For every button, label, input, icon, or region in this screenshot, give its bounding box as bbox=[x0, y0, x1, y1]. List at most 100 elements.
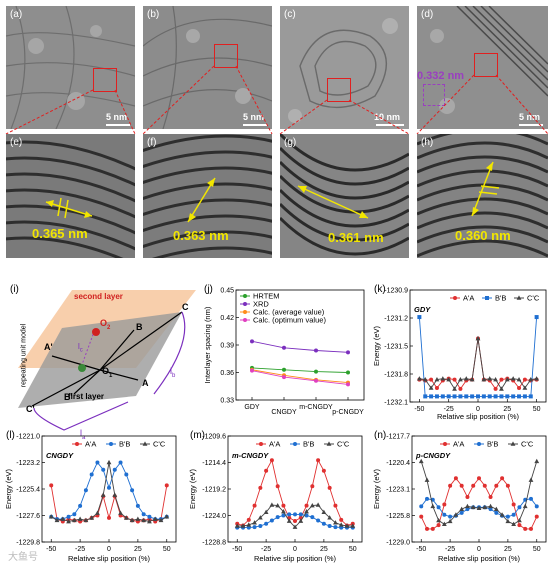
x-axis-label: Relative slip position (%) bbox=[437, 412, 520, 421]
lb-label: lb bbox=[170, 366, 176, 379]
x-tick-label: 50 bbox=[163, 546, 171, 553]
y-tick-label: -1227.6 bbox=[16, 513, 40, 520]
data-point bbox=[453, 296, 457, 300]
series-line bbox=[420, 461, 538, 525]
side-label: repeating unit model bbox=[20, 323, 28, 388]
data-point bbox=[493, 506, 499, 511]
cngdy-energy-chart: (l) -1221.0 -1223.2 -1225.4 -1227.6 -1229.8 -5… bbox=[4, 430, 177, 563]
data-point bbox=[425, 526, 430, 531]
scale-label: 10 nm bbox=[374, 112, 401, 122]
data-point bbox=[141, 517, 147, 523]
data-point bbox=[123, 515, 129, 520]
data-point bbox=[464, 394, 469, 399]
data-point bbox=[522, 503, 528, 509]
x-tick-label: -50 bbox=[46, 546, 56, 553]
data-point bbox=[516, 377, 522, 382]
data-point bbox=[83, 488, 88, 493]
x-tick-label: -25 bbox=[75, 546, 85, 553]
x-tick-label: 25 bbox=[504, 546, 512, 553]
data-point bbox=[101, 467, 106, 472]
panel-label: (c) bbox=[284, 9, 296, 20]
data-point bbox=[534, 514, 539, 519]
data-point bbox=[446, 394, 451, 399]
data-point bbox=[429, 377, 434, 382]
panel-label: (a) bbox=[10, 9, 23, 20]
point-a-prime: A' bbox=[44, 342, 53, 352]
data-point bbox=[499, 377, 504, 382]
panel-label: (h) bbox=[421, 137, 434, 148]
layer-diagram bbox=[18, 290, 196, 431]
data-point bbox=[135, 503, 140, 508]
data-point bbox=[243, 302, 247, 306]
data-point bbox=[493, 377, 498, 382]
data-point bbox=[511, 521, 517, 526]
series-line bbox=[251, 370, 349, 385]
data-point bbox=[269, 458, 274, 463]
m-cngdy-energy-chart: (m)-1209.6 -1214.4 -1219.2 -1224.0 -1228.8 -5… bbox=[188, 430, 363, 563]
data-point bbox=[252, 520, 257, 525]
data-point bbox=[528, 526, 533, 531]
data-point bbox=[298, 518, 304, 523]
zoom-box bbox=[93, 68, 117, 92]
y-axis-label: Energy (eV) bbox=[372, 468, 381, 509]
y-tick-label: -1209.6 bbox=[202, 434, 226, 441]
data-point bbox=[112, 467, 117, 472]
data-point bbox=[494, 510, 499, 515]
data-point bbox=[471, 483, 476, 488]
tem-panel-c: (c) 10 nm bbox=[280, 6, 409, 129]
data-point bbox=[142, 441, 148, 446]
data-point bbox=[517, 523, 522, 528]
data-point bbox=[314, 378, 318, 383]
data-point bbox=[275, 484, 280, 489]
data-point bbox=[448, 514, 453, 519]
data-point bbox=[522, 385, 528, 390]
first-layer-plane bbox=[18, 312, 182, 408]
data-point bbox=[534, 504, 539, 509]
data-point bbox=[488, 503, 493, 509]
fringe-texture bbox=[6, 134, 135, 258]
data-point bbox=[264, 468, 269, 473]
data-point bbox=[453, 512, 459, 517]
data-point bbox=[314, 348, 318, 353]
data-point bbox=[264, 521, 269, 526]
data-point bbox=[458, 394, 463, 399]
chart-title: CNGDY bbox=[46, 451, 74, 460]
point-c: C bbox=[182, 302, 189, 312]
legend-label: Calc. (average value) bbox=[253, 308, 325, 317]
data-point bbox=[66, 518, 71, 524]
p-cngdy-energy-chart: (n) -1217.7 -1220.4 -1223.1 -1225.8 -1229.0 -5… bbox=[372, 430, 547, 563]
panel-label: (g) bbox=[284, 137, 297, 148]
data-point bbox=[511, 512, 516, 517]
zoom-panel-g: (g) 0.361 nm bbox=[280, 134, 409, 258]
data-point bbox=[482, 483, 487, 488]
data-point bbox=[499, 512, 505, 517]
data-point bbox=[528, 477, 534, 482]
data-point bbox=[430, 526, 435, 531]
legend-label: B'B bbox=[487, 440, 498, 449]
data-point bbox=[95, 510, 100, 515]
data-point bbox=[314, 369, 318, 374]
data-point bbox=[60, 516, 66, 521]
data-point bbox=[338, 522, 344, 527]
tem-panel-a: (a) 5 nm bbox=[6, 6, 135, 129]
data-point bbox=[434, 377, 440, 382]
data-point bbox=[321, 509, 327, 514]
x-tick-label: 0 bbox=[476, 406, 480, 413]
legend-label: XRD bbox=[253, 300, 269, 309]
data-point bbox=[534, 315, 539, 320]
y-tick-label: -1231.2 bbox=[384, 316, 408, 323]
data-point bbox=[293, 442, 297, 446]
o2-label: O2 bbox=[100, 318, 111, 331]
x-tick-label: 0 bbox=[107, 546, 111, 553]
series-0 bbox=[250, 365, 350, 375]
data-point bbox=[452, 377, 457, 382]
data-point bbox=[459, 506, 465, 511]
y-axis-label: Energy (eV) bbox=[372, 325, 381, 366]
data-point bbox=[321, 521, 326, 526]
data-point bbox=[452, 386, 457, 391]
data-point bbox=[243, 294, 247, 298]
legend-label: C'C bbox=[521, 440, 534, 449]
data-point bbox=[147, 514, 152, 519]
series-1 bbox=[49, 460, 169, 522]
data-point bbox=[315, 502, 321, 507]
